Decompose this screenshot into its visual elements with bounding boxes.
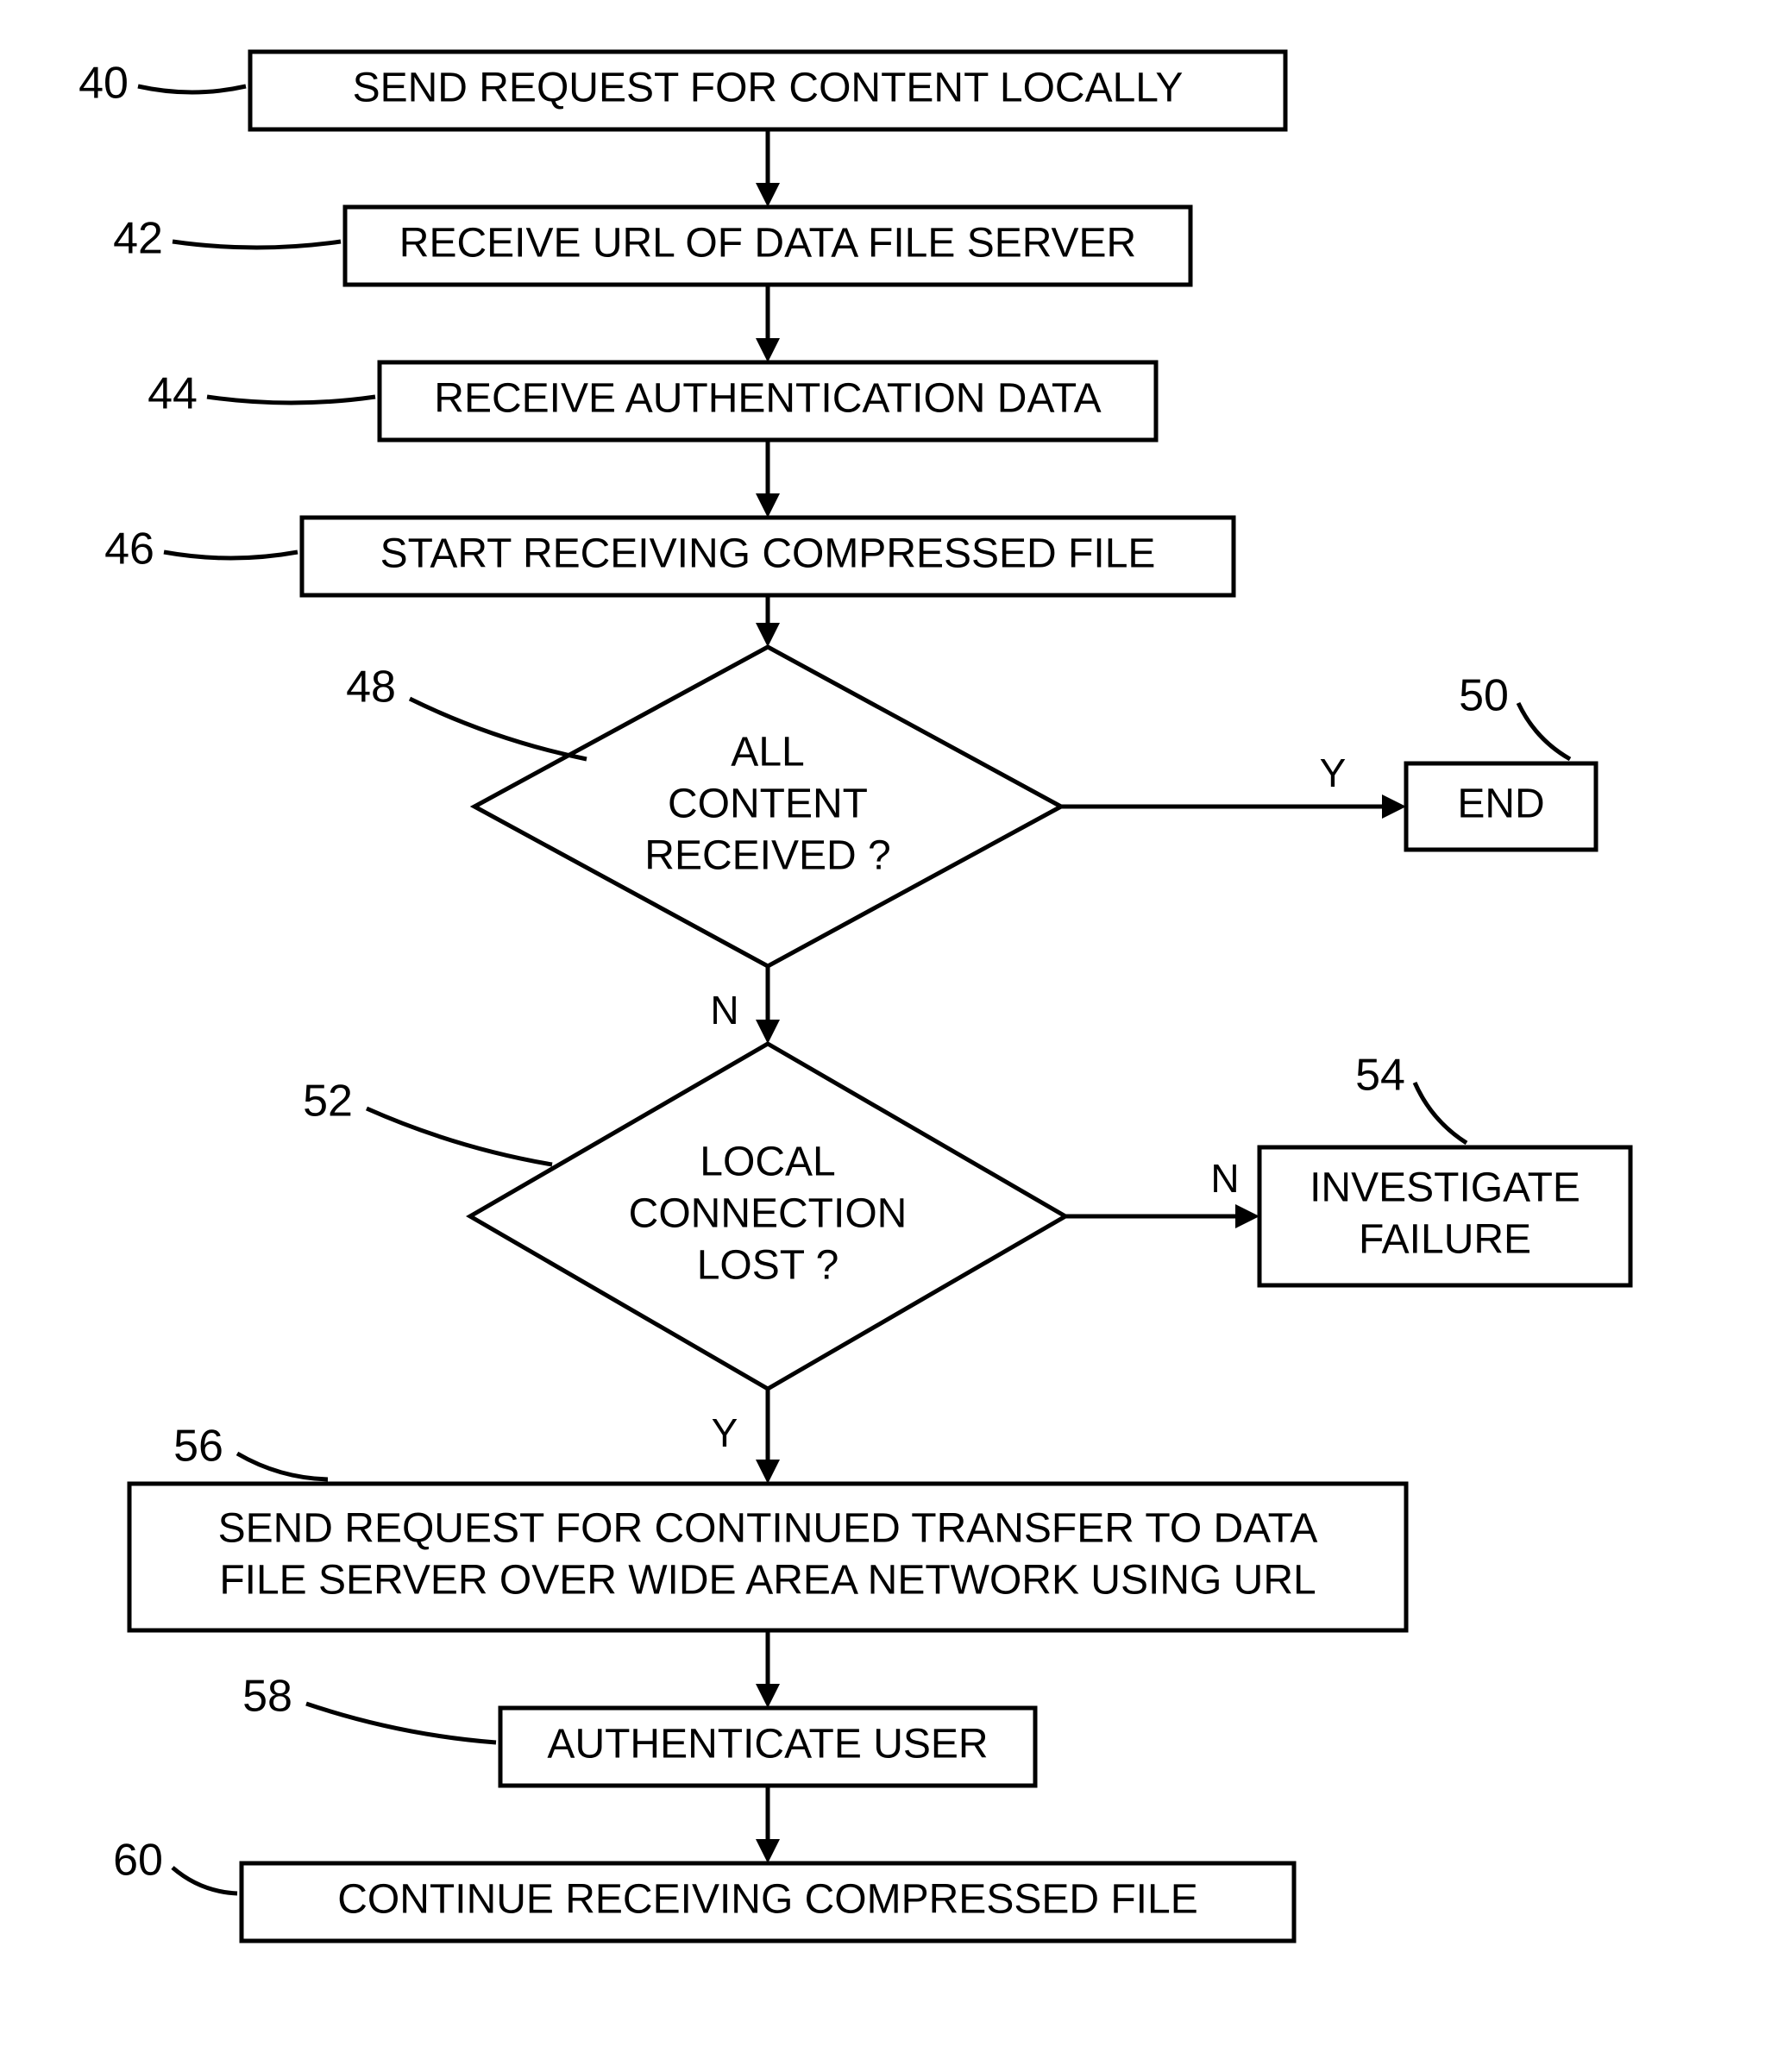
ref-number: 50 bbox=[1459, 671, 1509, 721]
ref-leader bbox=[367, 1108, 552, 1165]
flow-arrow: Y bbox=[1061, 750, 1406, 819]
ref-leader bbox=[1415, 1083, 1467, 1143]
edge-label: N bbox=[710, 988, 738, 1033]
node-n42: RECEIVE URL OF DATA FILE SERVER 42 bbox=[113, 207, 1190, 285]
flow-arrow bbox=[756, 440, 780, 518]
ref-number: 48 bbox=[346, 662, 396, 713]
node-label: CONNECTION bbox=[629, 1191, 908, 1237]
flow-arrow bbox=[756, 1786, 780, 1863]
node-label: RECEIVED ? bbox=[644, 833, 890, 879]
node-label: SEND REQUEST FOR CONTINUED TRANSFER TO D… bbox=[218, 1506, 1318, 1552]
ref-leader bbox=[410, 699, 587, 759]
node-n60: CONTINUE RECEIVING COMPRESSED FILE 60 bbox=[113, 1836, 1294, 1941]
ref-number: 56 bbox=[173, 1422, 223, 1472]
node-n40: SEND REQUEST FOR CONTENT LOCALLY 40 bbox=[79, 52, 1285, 129]
edge-label: N bbox=[1210, 1156, 1239, 1201]
node-label: AUTHENTICATE USER bbox=[547, 1722, 988, 1767]
edge-label: Y bbox=[712, 1410, 738, 1455]
node-label: RECEIVE AUTHENTICATION DATA bbox=[434, 376, 1101, 422]
node-label: LOCAL bbox=[700, 1140, 835, 1185]
flow-arrow bbox=[756, 285, 780, 362]
ref-number: 60 bbox=[113, 1836, 163, 1886]
ref-number: 54 bbox=[1355, 1051, 1405, 1101]
ref-number: 42 bbox=[113, 214, 163, 264]
flow-arrow: Y bbox=[712, 1389, 780, 1484]
node-d52: LOCAL CONNECTION LOST ? 52 bbox=[303, 1044, 1065, 1389]
ref-leader bbox=[207, 397, 375, 403]
nodes-layer: SEND REQUEST FOR CONTENT LOCALLY 40 RECEIV… bbox=[79, 52, 1630, 1941]
node-label: LOST ? bbox=[697, 1243, 839, 1289]
flow-arrow: N bbox=[1065, 1156, 1259, 1228]
node-label: INVESTIGATE bbox=[1310, 1165, 1580, 1211]
node-n54: INVESTIGATE FAILURE 54 bbox=[1259, 1051, 1630, 1285]
ref-leader bbox=[164, 552, 298, 558]
node-label: FILE SERVER OVER WIDE AREA NETWORK USING… bbox=[219, 1558, 1316, 1604]
edge-label: Y bbox=[1320, 750, 1347, 795]
node-label: ALL bbox=[731, 730, 804, 775]
node-n46: START RECEIVING COMPRESSED FILE 46 bbox=[104, 518, 1234, 595]
ref-number: 58 bbox=[242, 1672, 292, 1722]
node-label: START RECEIVING COMPRESSED FILE bbox=[380, 531, 1156, 577]
node-n50: END 50 bbox=[1406, 671, 1596, 850]
ref-leader bbox=[173, 1868, 237, 1893]
node-label: CONTENT bbox=[668, 782, 868, 827]
ref-leader bbox=[138, 86, 246, 92]
node-label: FAILURE bbox=[1359, 1217, 1531, 1263]
flow-arrow: N bbox=[710, 966, 780, 1044]
node-label: CONTINUE RECEIVING COMPRESSED FILE bbox=[337, 1877, 1197, 1923]
node-label: END bbox=[1457, 782, 1544, 827]
flow-arrow bbox=[756, 1630, 780, 1708]
ref-leader bbox=[306, 1704, 496, 1742]
ref-number: 44 bbox=[148, 369, 198, 419]
ref-number: 46 bbox=[104, 524, 154, 575]
node-label: SEND REQUEST FOR CONTENT LOCALLY bbox=[353, 66, 1184, 111]
node-n44: RECEIVE AUTHENTICATION DATA 44 bbox=[148, 362, 1156, 440]
flow-arrow bbox=[756, 129, 780, 207]
ref-leader bbox=[1518, 703, 1570, 759]
node-n58: AUTHENTICATE USER 58 bbox=[242, 1672, 1035, 1786]
ref-number: 40 bbox=[79, 59, 129, 109]
node-label: RECEIVE URL OF DATA FILE SERVER bbox=[399, 221, 1136, 267]
ref-number: 52 bbox=[303, 1077, 353, 1127]
node-d48: ALL CONTENT RECEIVED ? 48 bbox=[346, 647, 1061, 966]
ref-leader bbox=[173, 242, 341, 248]
flow-arrow bbox=[756, 595, 780, 647]
ref-leader bbox=[237, 1454, 328, 1479]
